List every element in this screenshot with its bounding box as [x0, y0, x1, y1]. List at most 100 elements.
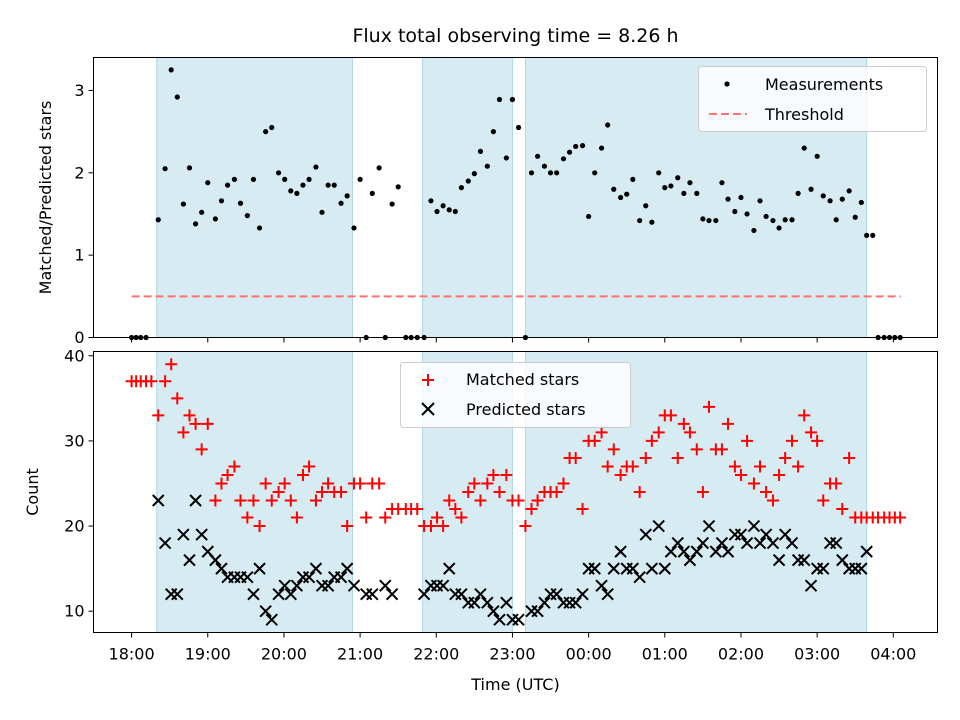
predicted-star-point	[531, 605, 544, 618]
matched-star-point	[811, 434, 824, 447]
predicted-star-point	[709, 545, 723, 558]
x-tick-label: 03:00	[794, 645, 840, 664]
matched-star-point	[424, 520, 437, 533]
measurement-point	[643, 203, 649, 209]
matched-star-point	[431, 511, 444, 524]
y-tick-label: 2	[74, 163, 84, 182]
measurement-point	[534, 153, 541, 159]
observing-window	[156, 57, 353, 338]
measurement-point	[541, 163, 548, 169]
matched-star-point	[234, 494, 247, 507]
matched-star-point	[792, 460, 805, 473]
measurement-point	[757, 198, 763, 204]
predicted-star-point	[379, 579, 392, 592]
bottom-legend-box	[400, 362, 631, 428]
measurement-point	[331, 182, 337, 188]
x-tick-label: 22:00	[413, 645, 459, 664]
matched-star-point	[766, 494, 779, 507]
matched-star-point	[341, 520, 354, 533]
measurement-point	[288, 188, 294, 194]
top-y-ticks: 0 1 2 3	[74, 81, 94, 347]
x-tick-label: 21:00	[337, 645, 383, 664]
measurement-point	[174, 94, 180, 100]
predicted-star-point	[702, 519, 716, 533]
matched-star-point	[805, 426, 818, 439]
matched-star-point	[493, 486, 506, 498]
measurement-point	[440, 203, 446, 209]
matched-star-point	[309, 494, 322, 507]
measurement-point	[681, 190, 687, 196]
predicted-star-point	[766, 536, 780, 550]
predicted-star-point	[626, 562, 640, 575]
measurement-point	[306, 176, 312, 182]
measurement-point	[503, 155, 509, 161]
legend-matched-marker	[422, 374, 434, 386]
measurement-point	[814, 153, 820, 159]
matched-star-point	[215, 477, 228, 490]
predicted-star-point	[512, 613, 525, 626]
predicted-star-point	[265, 613, 278, 626]
matched-star-point	[443, 494, 456, 507]
matched-star-point	[557, 477, 570, 490]
bottom-y-ticks: 10 20 30 40	[64, 346, 94, 621]
top-y-axis-title: Matched/Predicted stars	[36, 101, 55, 295]
matched-star-point	[221, 468, 234, 481]
matched-star-point	[894, 511, 907, 524]
predicted-star-point	[334, 570, 348, 584]
predicted-star-point	[664, 545, 678, 558]
predicted-star-point	[753, 536, 767, 550]
matched-star-point	[183, 409, 196, 422]
predicted-star-point	[247, 587, 260, 601]
predicted-star-point	[836, 553, 849, 567]
matched-star-point	[145, 375, 158, 388]
matched-star-point	[817, 494, 830, 507]
bottom-y-axis-title: Count	[23, 468, 42, 516]
predicted-star-point	[177, 528, 190, 541]
legend-matched-label: Matched stars	[466, 370, 579, 389]
measurement-point	[833, 217, 839, 223]
x-axis-title: Time (UTC)	[470, 675, 559, 694]
predicted-star-point	[645, 562, 659, 575]
matched-star-point	[228, 460, 241, 473]
measurement-point	[554, 170, 560, 176]
matched-star-point	[747, 477, 760, 490]
measurement-point	[465, 178, 471, 184]
predicted-star-point	[677, 545, 691, 558]
measurement-point	[870, 232, 876, 238]
measurement-point	[706, 217, 712, 224]
matched-star-point	[437, 520, 450, 533]
y-tick-label: 30	[64, 431, 84, 450]
matched-star-point	[696, 486, 709, 498]
predicted-star-point	[302, 570, 316, 584]
matched-star-point	[487, 468, 500, 481]
matched-star-point	[645, 434, 658, 447]
measurement-point	[256, 225, 263, 231]
top-x-ticks	[131, 337, 894, 343]
y-tick-label: 3	[74, 81, 84, 100]
measurement-point	[376, 165, 382, 171]
measurement-point	[738, 194, 744, 201]
matched-star-point	[290, 511, 303, 524]
y-tick-label: 40	[64, 346, 84, 365]
measurement-point	[864, 232, 870, 238]
measurement-point	[509, 96, 516, 103]
x-tick-label: 23:00	[489, 645, 535, 664]
predicted-star-point	[690, 545, 703, 558]
matched-stars-points	[125, 358, 907, 533]
x-tick-label: 04:00	[870, 645, 916, 664]
measurement-point	[560, 156, 567, 162]
predicted-star-point	[569, 596, 582, 609]
measurement-point	[282, 176, 288, 182]
matched-star-point	[588, 434, 601, 447]
predicted-star-point	[493, 613, 506, 626]
predicted-star-point	[500, 596, 513, 609]
predicted-star-point	[614, 545, 627, 558]
matched-star-point	[576, 503, 589, 516]
predicted-star-point	[601, 587, 614, 601]
matched-star-point	[671, 451, 684, 464]
matched-star-point	[209, 494, 222, 507]
measurement-points	[128, 67, 903, 341]
predicted-star-point	[740, 536, 754, 550]
matched-star-point	[379, 511, 392, 524]
predicted-star-point	[860, 545, 873, 558]
